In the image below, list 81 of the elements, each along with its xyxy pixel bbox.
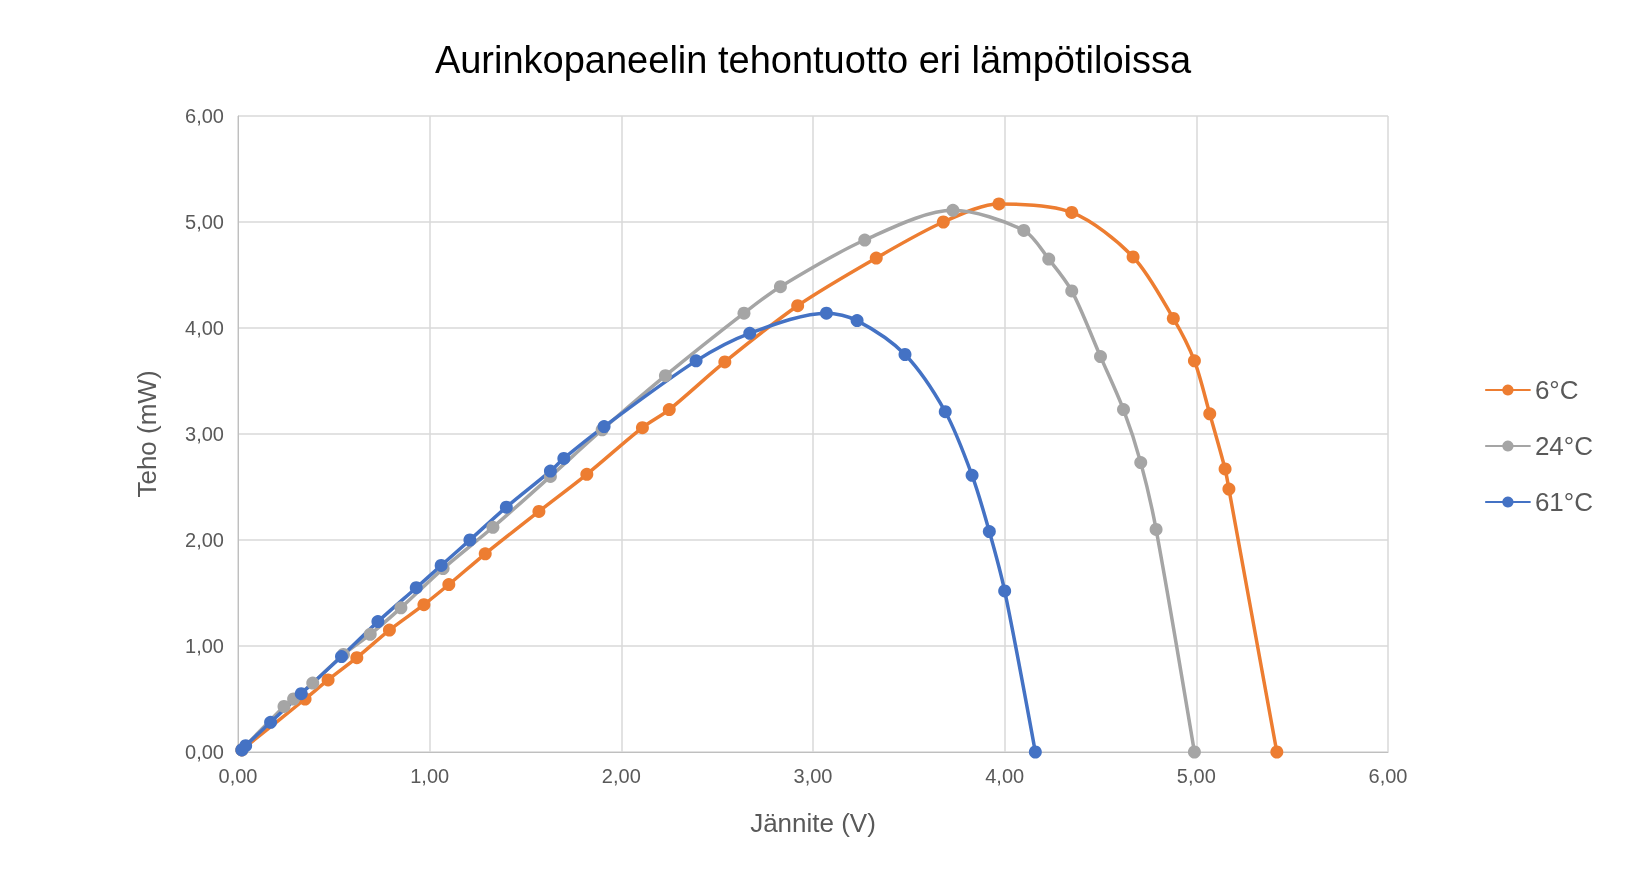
x-tick-label: 3,00 xyxy=(793,765,833,787)
point xyxy=(819,306,833,320)
x-tick-label: 1,00 xyxy=(410,765,450,787)
y-tick-label: 3,00 xyxy=(185,423,224,445)
point xyxy=(1149,522,1163,536)
x-tick-label: 2,00 xyxy=(601,765,641,787)
x-tick-label: 5,00 xyxy=(1176,765,1216,787)
y-tick-label: 1,00 xyxy=(185,635,224,657)
point xyxy=(239,739,253,753)
point xyxy=(1270,745,1284,759)
point xyxy=(1094,350,1107,364)
chart-title: Aurinkopaneelin tehontuotto eri lämpötiloissa xyxy=(434,39,1192,81)
point xyxy=(442,578,456,592)
point xyxy=(350,651,364,665)
point xyxy=(737,306,751,320)
point xyxy=(463,533,477,547)
point xyxy=(718,355,732,369)
point xyxy=(1065,284,1079,298)
x-tick-label: 0,00 xyxy=(218,765,258,787)
point xyxy=(532,504,546,518)
point xyxy=(434,558,448,572)
point xyxy=(486,520,500,534)
point xyxy=(689,354,703,368)
y-tick-label: 0,00 xyxy=(185,741,224,763)
point xyxy=(409,581,423,595)
legend-label: 61°C xyxy=(1534,487,1593,517)
point xyxy=(662,403,676,417)
point xyxy=(1117,403,1130,417)
point xyxy=(277,699,291,713)
point xyxy=(264,715,278,729)
y-tick-label: 5,00 xyxy=(185,211,224,233)
x-tick-label: 4,00 xyxy=(985,765,1025,787)
point xyxy=(946,203,960,217)
point xyxy=(1017,223,1031,237)
point xyxy=(1042,252,1056,266)
point xyxy=(417,598,431,612)
point xyxy=(635,421,649,435)
x-axis-title: Jännite (V) xyxy=(750,808,876,838)
point xyxy=(773,280,787,294)
point xyxy=(850,314,864,328)
point xyxy=(1218,462,1232,476)
point xyxy=(858,233,872,247)
point xyxy=(1166,311,1180,325)
point xyxy=(1187,745,1201,759)
point xyxy=(371,615,385,629)
point xyxy=(992,197,1006,211)
y-tick-label: 2,00 xyxy=(185,529,224,551)
point xyxy=(1222,482,1236,496)
point xyxy=(580,467,594,481)
point xyxy=(363,627,377,641)
point xyxy=(306,676,320,690)
point xyxy=(557,451,571,465)
point xyxy=(791,299,805,313)
point xyxy=(982,525,996,539)
point xyxy=(938,405,952,419)
point xyxy=(743,326,757,340)
point xyxy=(898,348,912,361)
point xyxy=(1126,250,1140,264)
point xyxy=(1028,745,1042,759)
y-axis-title: Teho (mW) xyxy=(132,370,162,498)
point xyxy=(1134,456,1148,470)
point xyxy=(543,464,557,478)
point xyxy=(321,673,335,687)
point xyxy=(294,687,308,701)
point xyxy=(499,500,513,514)
point xyxy=(394,601,408,615)
point xyxy=(658,369,672,383)
point xyxy=(1065,205,1079,219)
y-tick-label: 4,00 xyxy=(185,317,224,339)
point xyxy=(869,251,883,265)
point xyxy=(478,547,492,561)
legend-label: 6°C xyxy=(1534,375,1579,405)
point xyxy=(1203,407,1217,421)
point xyxy=(936,215,950,229)
legend-label: 24°C xyxy=(1534,431,1593,461)
point xyxy=(998,584,1012,598)
point xyxy=(1187,354,1201,368)
y-tick-label: 6,00 xyxy=(185,105,224,127)
point xyxy=(965,468,979,482)
x-tick-label: 6,00 xyxy=(1368,765,1408,787)
point xyxy=(382,623,396,637)
